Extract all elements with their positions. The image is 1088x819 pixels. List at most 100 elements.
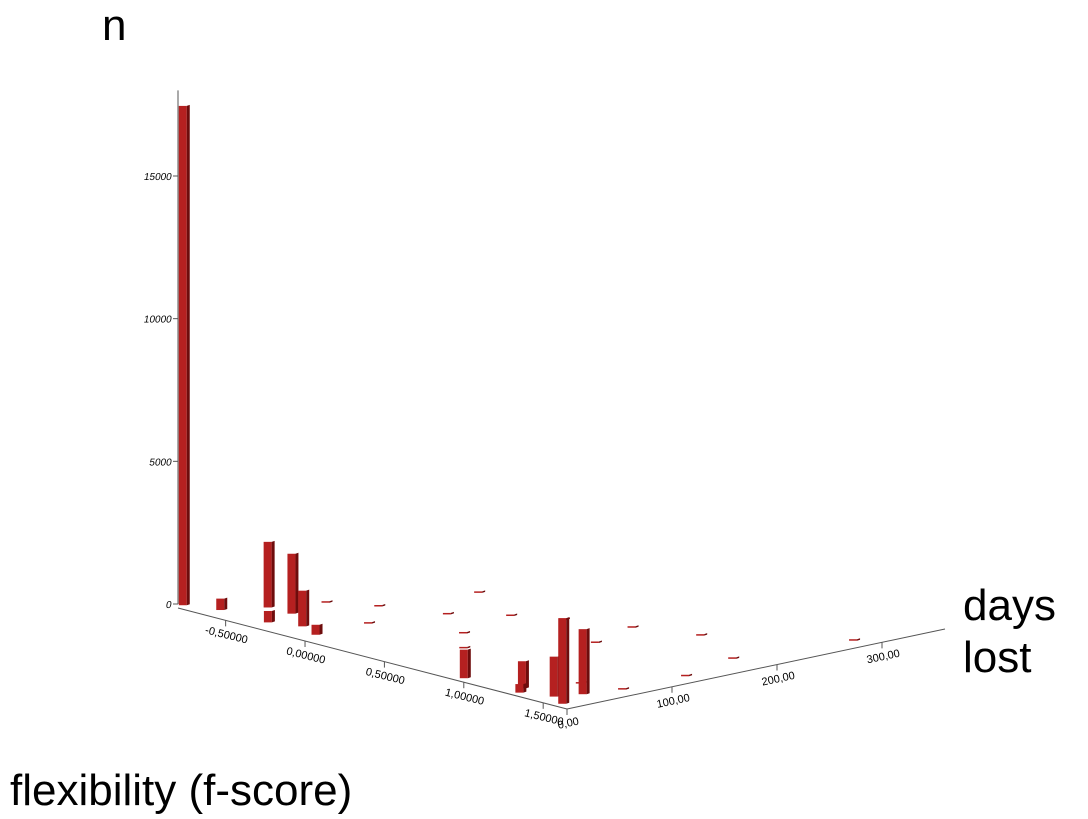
bar-side: [295, 552, 299, 614]
bar: [263, 609, 275, 623]
bar: [506, 613, 518, 617]
bar-front: [263, 610, 272, 623]
x-tick-label: 1,00000: [444, 687, 485, 708]
bar-side: [523, 683, 527, 693]
bar-side: [467, 645, 471, 649]
bar-front: [263, 541, 272, 608]
z-tick-label: 100,00: [656, 692, 691, 711]
bar-front: [287, 553, 296, 614]
bar-side: [306, 589, 310, 627]
bar-front: [549, 656, 558, 697]
bar: [311, 623, 323, 635]
bar-front: [364, 622, 373, 624]
bar: [696, 633, 708, 636]
bar-front: [517, 661, 526, 689]
bar-front: [728, 657, 737, 659]
bar-front: [216, 598, 225, 611]
bar-front: [459, 649, 468, 679]
bar: [728, 656, 740, 659]
bar-front: [298, 590, 307, 627]
x-axis: [177, 607, 568, 710]
bar: [216, 597, 228, 611]
bar-front: [459, 631, 468, 634]
bar: [590, 640, 602, 643]
bar: [627, 625, 639, 628]
z-tick-label: 0,00: [557, 716, 580, 732]
bar-side: [626, 687, 630, 690]
bar: [474, 590, 486, 593]
bar-front: [442, 612, 451, 615]
bar: [517, 660, 529, 689]
bar-front: [696, 634, 705, 636]
bar: [578, 628, 590, 695]
bar-side: [689, 673, 693, 677]
bar-side: [704, 633, 708, 636]
bar: [618, 687, 630, 690]
bar: [298, 589, 310, 627]
bar-front: [311, 624, 320, 635]
y-tick-label: 0: [165, 600, 173, 611]
bar-front: [474, 591, 483, 593]
bar-front: [681, 674, 690, 677]
bar-side: [271, 609, 275, 623]
bar: [287, 552, 299, 614]
bar: [263, 540, 275, 608]
bar-side: [372, 621, 376, 624]
bar: [681, 673, 693, 677]
bar: [849, 638, 861, 641]
bar-side: [224, 597, 228, 611]
bar-side: [467, 630, 471, 634]
bar: [459, 648, 471, 679]
z-axis-title: days lost: [963, 581, 1056, 682]
bar-side: [186, 104, 190, 606]
bar-front: [558, 618, 567, 704]
bar: [364, 621, 376, 624]
bar-side: [736, 656, 740, 659]
bar-side: [450, 611, 454, 615]
bar: [178, 104, 190, 606]
bar: [459, 645, 471, 649]
y-axis-title: n: [102, 1, 127, 50]
y-tick-label: 15000: [143, 172, 173, 183]
bar: [374, 604, 386, 607]
bar-front: [321, 601, 330, 603]
bar-front: [849, 639, 858, 641]
y-tick-label: 5000: [148, 457, 173, 468]
bar: [442, 611, 454, 615]
bar-side: [586, 628, 590, 695]
x-tick-label: -0,50000: [204, 624, 249, 646]
bar-side: [467, 648, 471, 679]
bar-front: [178, 105, 187, 606]
x-tick-label: 0,50000: [364, 666, 405, 687]
bar: [515, 683, 527, 693]
bar-side: [566, 617, 570, 704]
z-tick-label: 200,00: [761, 670, 796, 689]
bar-side: [329, 600, 333, 603]
bar-front: [515, 684, 524, 693]
bar-side: [514, 613, 518, 617]
z-axis: [566, 628, 946, 710]
bar-side: [382, 604, 386, 607]
bar-front: [578, 629, 587, 695]
bar-front: [459, 646, 468, 649]
y-tick-label: 10000: [143, 315, 173, 326]
bar-side: [319, 623, 323, 635]
bar-front: [374, 605, 383, 607]
bar-front: [590, 641, 599, 643]
bar-side: [857, 638, 861, 641]
bar: [459, 630, 471, 634]
bar-side: [271, 540, 275, 608]
bar-front: [618, 688, 627, 690]
bar-front: [506, 614, 515, 617]
x-tick-label: 0,00000: [285, 645, 326, 666]
bar-side: [635, 625, 639, 628]
bar: [321, 600, 333, 603]
bar-side: [482, 590, 486, 593]
bar: [558, 617, 570, 704]
x-axis-title: flexibility (f-score): [10, 766, 353, 815]
bar-side: [598, 640, 602, 643]
z-tick-label: 300,00: [866, 648, 901, 667]
bar-front: [627, 626, 636, 628]
